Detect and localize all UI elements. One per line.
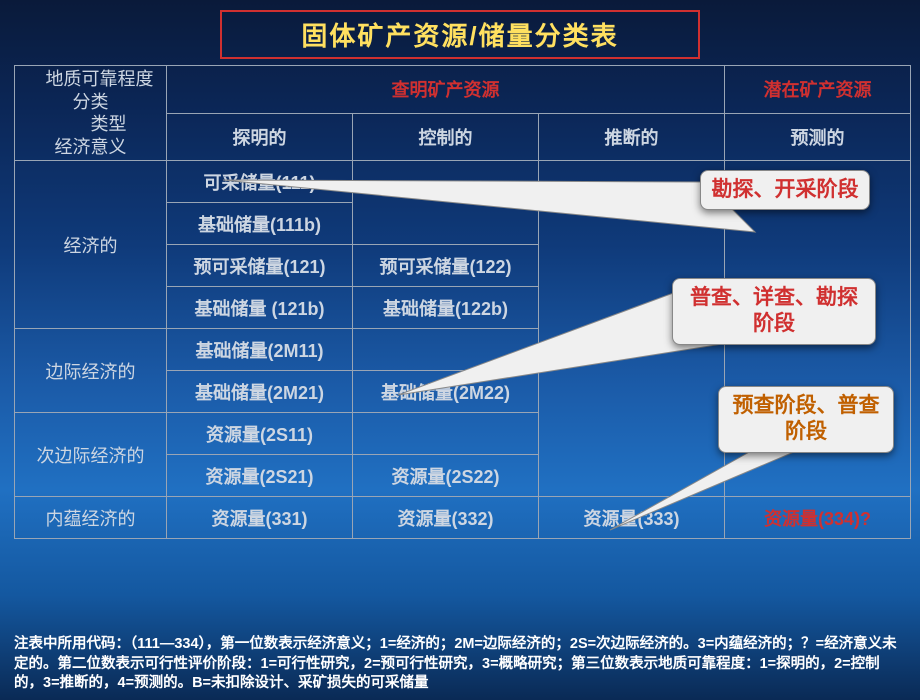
callout-1-text: 勘探、开采阶段: [712, 178, 859, 201]
pointer-1: [0, 10, 920, 700]
callout-survey: 普查、详查、勘探阶段: [672, 278, 876, 345]
callout-preliminary: 预查阶段、普查阶段: [718, 386, 894, 453]
callout-exploration: 勘探、开采阶段: [700, 170, 870, 210]
callout-2-text: 普查、详查、勘探阶段: [690, 286, 858, 335]
callout-3-text: 预查阶段、普查阶段: [733, 394, 880, 443]
